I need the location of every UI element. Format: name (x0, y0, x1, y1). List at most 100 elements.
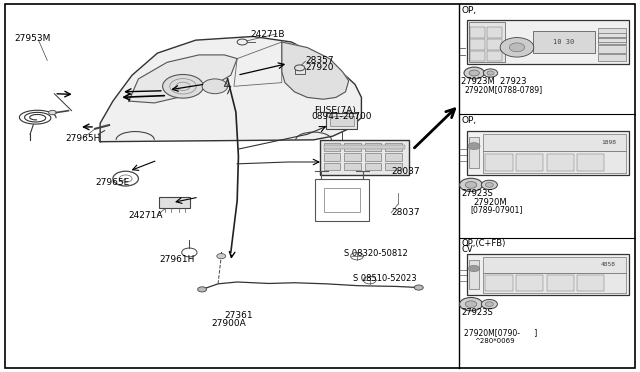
Circle shape (294, 65, 305, 71)
Text: 10 30: 10 30 (553, 39, 574, 45)
Text: [0789-07901]: [0789-07901] (470, 205, 523, 215)
Circle shape (49, 110, 56, 115)
Circle shape (465, 182, 477, 188)
Circle shape (485, 183, 493, 187)
Text: 27920M[0790-      ]: 27920M[0790- ] (464, 328, 537, 337)
Text: 08941-20700: 08941-20700 (312, 112, 372, 121)
Text: 27965H: 27965H (65, 134, 100, 142)
Bar (365, 153, 381, 161)
Bar (577, 275, 605, 291)
Circle shape (469, 70, 479, 76)
Bar (598, 28, 626, 36)
Bar (467, 131, 629, 175)
Text: 27965E: 27965E (96, 178, 130, 187)
Polygon shape (282, 42, 349, 99)
Bar (470, 27, 485, 38)
Text: S 08320-50812: S 08320-50812 (344, 249, 408, 258)
Bar (487, 27, 502, 38)
Bar (467, 254, 629, 295)
Text: 27920M[0788-0789]: 27920M[0788-0789] (464, 86, 542, 94)
Text: 28357: 28357 (305, 56, 334, 65)
Bar (470, 39, 485, 49)
Text: 27920M: 27920M (473, 199, 506, 208)
Bar (344, 153, 361, 161)
Text: 27923S: 27923S (461, 308, 493, 317)
Bar (469, 22, 505, 62)
Bar (469, 137, 479, 168)
Text: OP,: OP, (461, 116, 477, 125)
Text: 1898: 1898 (601, 140, 616, 145)
Bar (483, 134, 626, 151)
Bar (577, 154, 605, 171)
Bar (365, 143, 381, 151)
Bar (483, 151, 626, 173)
Polygon shape (129, 55, 237, 103)
Bar (315, 179, 369, 221)
Circle shape (487, 71, 494, 75)
Bar (469, 260, 479, 289)
Bar (598, 33, 626, 37)
Bar (487, 39, 502, 49)
Polygon shape (100, 36, 362, 142)
Circle shape (460, 178, 483, 192)
Bar (598, 54, 626, 61)
Bar (485, 275, 513, 291)
Text: 27923S: 27923S (461, 189, 493, 198)
Circle shape (465, 301, 477, 308)
Bar (467, 20, 629, 64)
Text: 27361: 27361 (225, 311, 253, 320)
Circle shape (202, 79, 228, 94)
Text: FUSE(7A): FUSE(7A) (314, 106, 355, 115)
Bar (533, 31, 595, 53)
Bar (598, 38, 626, 42)
Circle shape (481, 299, 497, 309)
Circle shape (217, 254, 226, 259)
Text: 27961H: 27961H (159, 255, 195, 264)
Text: ^280*0069: ^280*0069 (474, 338, 515, 344)
Text: 28037: 28037 (392, 208, 420, 217)
Bar (483, 257, 626, 273)
Bar (483, 273, 626, 293)
Bar (294, 68, 305, 74)
Circle shape (163, 74, 204, 98)
Circle shape (464, 67, 484, 79)
Circle shape (460, 298, 483, 311)
Text: 24271A: 24271A (129, 211, 163, 220)
Circle shape (481, 180, 497, 190)
Bar (344, 143, 361, 151)
Bar (324, 145, 405, 149)
Text: 27923M  27923: 27923M 27923 (461, 77, 527, 86)
Text: 27953M: 27953M (14, 34, 51, 43)
Bar (330, 116, 354, 126)
Bar (598, 45, 626, 53)
Bar (547, 275, 574, 291)
Bar (324, 188, 360, 212)
Circle shape (468, 265, 479, 272)
Bar (385, 153, 401, 161)
Circle shape (485, 302, 493, 307)
Text: OP,(C+FB): OP,(C+FB) (461, 239, 506, 248)
Bar (385, 143, 401, 151)
Bar (516, 154, 543, 171)
Bar (516, 275, 543, 291)
Bar (487, 51, 502, 61)
Text: 28037: 28037 (392, 167, 420, 176)
Bar (547, 154, 574, 171)
Bar (344, 163, 361, 170)
Bar (324, 143, 340, 151)
Bar (320, 140, 409, 175)
Text: S 08510-52023: S 08510-52023 (353, 274, 417, 283)
Text: 27900A: 27900A (212, 319, 246, 328)
Text: 27920: 27920 (305, 63, 334, 72)
Circle shape (414, 285, 423, 290)
Circle shape (468, 142, 480, 150)
Bar (385, 163, 401, 170)
Bar (470, 51, 485, 61)
Bar (326, 113, 357, 129)
Circle shape (198, 287, 207, 292)
Bar (159, 197, 190, 208)
Bar (365, 163, 381, 170)
Text: 24271B: 24271B (250, 30, 284, 39)
Bar (485, 154, 513, 171)
Bar (324, 153, 340, 161)
